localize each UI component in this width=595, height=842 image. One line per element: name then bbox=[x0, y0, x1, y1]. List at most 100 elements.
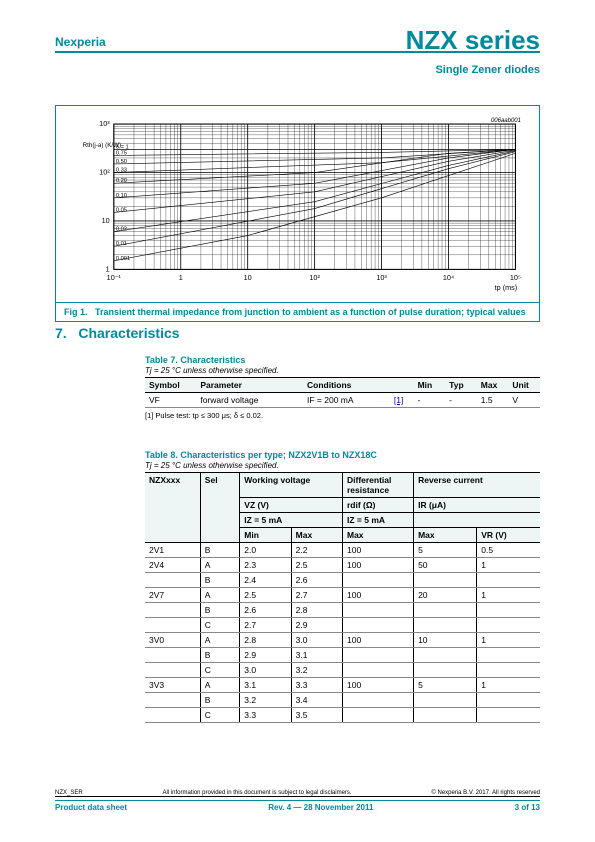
table-cell bbox=[414, 648, 477, 663]
fig-text: Transient thermal impedance from junctio… bbox=[95, 307, 526, 317]
footer-right: 3 of 13 bbox=[515, 803, 540, 812]
table-cell: 100 bbox=[342, 543, 413, 558]
svg-text:0.001: 0.001 bbox=[116, 256, 130, 262]
chart-id: 006aab001 bbox=[491, 118, 521, 124]
fig-prefix: Fig 1. bbox=[64, 307, 88, 317]
svg-text:10³: 10³ bbox=[99, 119, 110, 128]
col-imax: Max bbox=[414, 528, 477, 543]
table-cell bbox=[145, 573, 200, 588]
table-cell bbox=[414, 693, 477, 708]
table-cell: 100 bbox=[342, 678, 413, 693]
table-header-row: Symbol Parameter Conditions Min Typ Max … bbox=[145, 378, 540, 393]
svg-text:0.33: 0.33 bbox=[116, 167, 127, 173]
table-cell: 2.5 bbox=[291, 558, 342, 573]
col-ir: IR (μA) bbox=[414, 498, 540, 513]
table-cell: 2V1 bbox=[145, 543, 200, 558]
company-name: Nexperia bbox=[55, 35, 106, 49]
footer-top: NZX_SER All information provided in this… bbox=[55, 790, 540, 797]
col-max: Max bbox=[291, 528, 342, 543]
col-symbol: Symbol bbox=[145, 378, 196, 393]
table-cell bbox=[145, 663, 200, 678]
svg-text:0.10: 0.10 bbox=[116, 193, 127, 199]
product-subtitle: Single Zener diodes bbox=[435, 64, 540, 76]
page-header: Nexperia NZX series bbox=[55, 35, 540, 53]
cell-param: forward voltage bbox=[196, 393, 303, 408]
footer: Product data sheet Rev. 4 — 28 November … bbox=[55, 800, 540, 812]
table-row: 3V3A3.13.310051 bbox=[145, 678, 540, 693]
table-cell: B bbox=[200, 693, 240, 708]
disclaimer: All information provided in this documen… bbox=[163, 790, 352, 796]
table-cell: 2.5 bbox=[240, 588, 291, 603]
table-cell: 1 bbox=[477, 633, 540, 648]
table-cell: 5 bbox=[414, 543, 477, 558]
table-cell bbox=[414, 708, 477, 723]
col-working-voltage: Working voltage bbox=[240, 473, 343, 498]
table-cell: B bbox=[200, 543, 240, 558]
svg-text:10⁴: 10⁴ bbox=[443, 273, 454, 282]
table-cell bbox=[342, 603, 413, 618]
table-cell: 3.0 bbox=[240, 663, 291, 678]
table-cell: 3V3 bbox=[145, 678, 200, 693]
table-cell bbox=[342, 573, 413, 588]
svg-text:Rth(j-a) (K/W): Rth(j-a) (K/W) bbox=[83, 142, 121, 149]
table7-title: Table 7. Characteristics bbox=[145, 355, 540, 365]
col-conditions: Conditions bbox=[303, 378, 390, 393]
svg-text:10²: 10² bbox=[309, 273, 320, 282]
col-min: Min bbox=[414, 378, 446, 393]
cell-max: 1.5 bbox=[477, 393, 509, 408]
table-cell bbox=[342, 708, 413, 723]
table8-title: Table 8. Characteristics per type; NZX2V… bbox=[145, 450, 540, 460]
col-diff-resistance: Differential resistance bbox=[342, 473, 413, 498]
table-cell: 2.9 bbox=[240, 648, 291, 663]
section-num: 7. bbox=[55, 325, 67, 341]
section-name: Characteristics bbox=[78, 325, 179, 341]
table-cell bbox=[145, 603, 200, 618]
table-cell: B bbox=[200, 603, 240, 618]
col-vz: VZ (V) bbox=[240, 498, 343, 513]
table-cell: 3.5 bbox=[291, 708, 342, 723]
table-cell: 2.6 bbox=[291, 573, 342, 588]
table-cell: 2.2 bbox=[291, 543, 342, 558]
svg-text:0.05: 0.05 bbox=[116, 207, 127, 213]
product-title: NZX series bbox=[406, 25, 540, 56]
svg-text:0.20: 0.20 bbox=[116, 178, 127, 184]
t8-header1: NZXxxx Sel Working voltage Differential … bbox=[145, 473, 540, 498]
col-unit: Unit bbox=[508, 378, 540, 393]
table-cell: 2.9 bbox=[291, 618, 342, 633]
cell-symbol: VF bbox=[145, 393, 196, 408]
copyright: © Nexperia B.V. 2017. All rights reserve… bbox=[431, 790, 540, 796]
col-parameter: Parameter bbox=[196, 378, 303, 393]
col-rdif: rdif (Ω) bbox=[342, 498, 413, 513]
svg-text:10⁻¹: 10⁻¹ bbox=[107, 273, 122, 282]
svg-text:1: 1 bbox=[106, 264, 110, 273]
characteristics-per-type-table: NZXxxx Sel Working voltage Differential … bbox=[145, 472, 540, 723]
table-cell: A bbox=[200, 558, 240, 573]
table-cell: 3.3 bbox=[291, 678, 342, 693]
table-row: B2.62.8 bbox=[145, 603, 540, 618]
table-cell: C bbox=[200, 708, 240, 723]
table-7: Table 7. Characteristics Tj = 25 °C unle… bbox=[145, 355, 540, 420]
footer-center: Rev. 4 — 28 November 2011 bbox=[268, 803, 373, 812]
table8-subtitle: Tj = 25 °C unless otherwise specified. bbox=[145, 461, 540, 470]
table-row: B3.23.4 bbox=[145, 693, 540, 708]
table-cell: 2V4 bbox=[145, 558, 200, 573]
table-row: C2.72.9 bbox=[145, 618, 540, 633]
table-cell bbox=[477, 708, 540, 723]
svg-text:0.02: 0.02 bbox=[116, 227, 127, 233]
table-row: B2.42.6 bbox=[145, 573, 540, 588]
table-cell bbox=[342, 618, 413, 633]
table7-subtitle: Tj = 25 °C unless otherwise specified. bbox=[145, 366, 540, 375]
cell-ref[interactable]: [1] bbox=[390, 393, 414, 408]
table-cell: 2.3 bbox=[240, 558, 291, 573]
table-8: Table 8. Characteristics per type; NZX2V… bbox=[145, 450, 540, 723]
table-cell: A bbox=[200, 588, 240, 603]
table-cell: 1 bbox=[477, 678, 540, 693]
table-cell bbox=[477, 618, 540, 633]
col-iz1: IZ = 5 mA bbox=[240, 513, 343, 528]
table-cell: B bbox=[200, 648, 240, 663]
table-cell bbox=[414, 618, 477, 633]
table-cell: 2.8 bbox=[240, 633, 291, 648]
table-row: C3.33.5 bbox=[145, 708, 540, 723]
doc-id: NZX_SER bbox=[55, 790, 83, 796]
col-ref bbox=[390, 378, 414, 393]
